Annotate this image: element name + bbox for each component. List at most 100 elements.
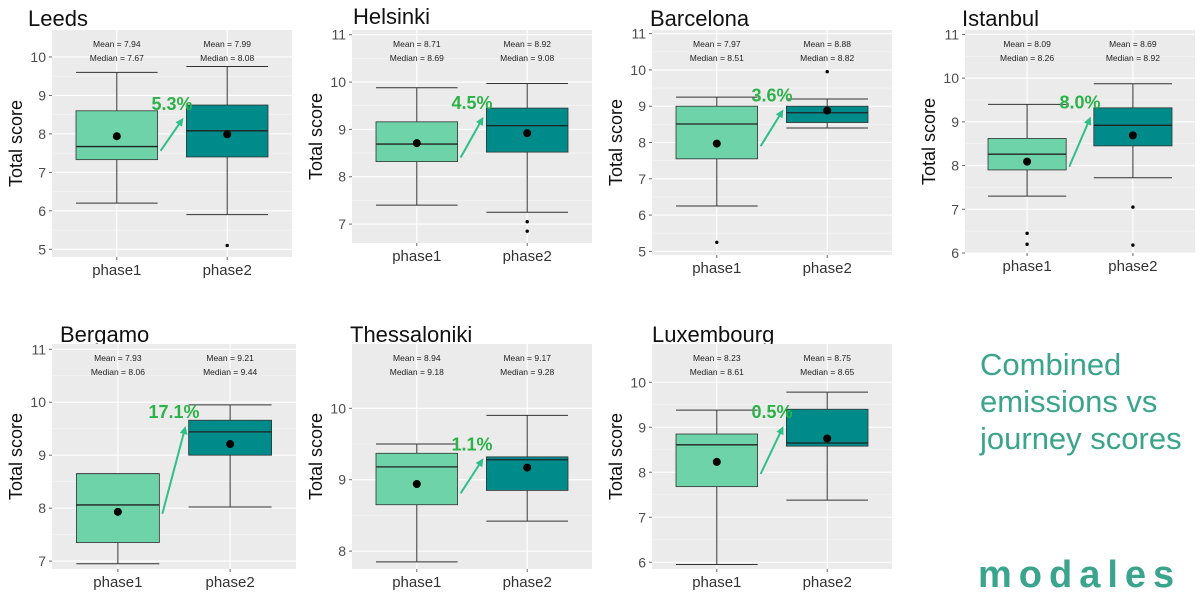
mean-annotation: Mean = 9.17 bbox=[503, 353, 551, 363]
x-tick-label: phase2 bbox=[1108, 258, 1157, 275]
x-tick-label: phase1 bbox=[692, 574, 741, 591]
median-annotation: Median = 8.61 bbox=[690, 367, 744, 377]
mean-point bbox=[523, 129, 532, 138]
box-plot: 7 8 9 10 11 Total score phase1 phase2 Mean = 8.7… bbox=[306, 27, 592, 265]
box-phase2 bbox=[485, 456, 569, 491]
box-plot: 6 7 8 9 10 11 Total score phase1 phase2 Mean = 8.… bbox=[919, 26, 1195, 275]
mean-annotation: Mean = 7.97 bbox=[693, 39, 741, 49]
median-annotation: Median = 8.65 bbox=[800, 367, 854, 377]
chart-panel-barcelona: Barcelona 5 6 7 8 9 10 11 Total score phase1 phase… bbox=[606, 6, 900, 277]
x-tick-label: phase2 bbox=[203, 262, 252, 279]
box-plot: 7 8 9 10 11 Total score phase1 phase2 Mean = 7.9… bbox=[6, 341, 296, 591]
y-tick-label: 7 bbox=[638, 171, 646, 187]
chart-title: Helsinki bbox=[353, 4, 431, 29]
y-axis-label: Total score bbox=[919, 98, 939, 185]
outlier-point bbox=[225, 243, 229, 248]
change-arrowhead bbox=[476, 116, 484, 126]
change-arrowhead bbox=[776, 426, 784, 436]
mean-annotation: Mean = 8.71 bbox=[393, 39, 441, 49]
mean-point bbox=[412, 480, 421, 488]
x-tick-label: phase1 bbox=[92, 262, 141, 279]
change-percent-label: 1.1% bbox=[451, 434, 492, 454]
median-annotation: Median = 9.18 bbox=[390, 367, 444, 377]
outlier-point bbox=[525, 229, 529, 233]
chart-panel-bergamo: Bergamo 7 8 9 10 11 Total score phase1 phase2 Mea… bbox=[6, 322, 300, 592]
outlier-point bbox=[1025, 242, 1029, 246]
chart-panel-leeds: Leeds 5 6 7 8 9 10 Total score phase1 phase2 Mean … bbox=[6, 6, 298, 279]
median-annotation: Median = 7.67 bbox=[90, 53, 144, 63]
chart-title: Leeds bbox=[28, 6, 88, 31]
y-tick-label: 11 bbox=[631, 26, 646, 42]
change-arrow bbox=[759, 429, 783, 475]
chart-title: Istanbul bbox=[962, 6, 1040, 31]
headline-text: Combined emissions vs journey scores bbox=[980, 347, 1182, 456]
y-tick-label: 11 bbox=[944, 26, 959, 42]
mean-point bbox=[412, 139, 421, 148]
x-tick-label: phase1 bbox=[692, 260, 741, 277]
change-arrowhead bbox=[475, 458, 484, 468]
x-tick-label: phase1 bbox=[93, 574, 142, 591]
mean-point bbox=[823, 434, 832, 443]
y-tick-label: 8 bbox=[638, 135, 646, 151]
mean-annotation: Mean = 8.69 bbox=[1109, 39, 1157, 49]
x-tick-label: phase2 bbox=[503, 574, 552, 591]
median-annotation: Median = 9.28 bbox=[500, 367, 554, 377]
mean-annotation: Mean = 8.94 bbox=[393, 353, 441, 363]
y-tick-label: 6 bbox=[38, 203, 46, 219]
median-annotation: Median = 8.92 bbox=[1106, 53, 1160, 63]
y-tick-label: 10 bbox=[630, 62, 646, 78]
mean-annotation: Mean = 9.21 bbox=[206, 353, 254, 363]
chart-panel-luxembourg: Luxembourg 6 7 8 9 10 Total score phase1 phase2 M… bbox=[606, 322, 902, 592]
median-annotation: Median = 8.08 bbox=[200, 53, 254, 63]
y-tick-label: 9 bbox=[638, 419, 646, 435]
y-tick-label: 5 bbox=[38, 241, 46, 257]
y-tick-label: 10 bbox=[30, 49, 46, 65]
change-percent-label: 0.5% bbox=[751, 402, 792, 422]
y-tick-label: 7 bbox=[38, 553, 46, 569]
y-tick-label: 8 bbox=[338, 543, 346, 559]
chart-title: Barcelona bbox=[650, 6, 750, 31]
mean-annotation: Mean = 8.23 bbox=[693, 353, 741, 363]
y-tick-label: 10 bbox=[630, 374, 646, 390]
outlier-point bbox=[1131, 243, 1135, 247]
change-arrow bbox=[459, 119, 483, 159]
x-tick-label: phase2 bbox=[803, 574, 852, 591]
mean-point bbox=[712, 457, 721, 466]
y-tick-label: 6 bbox=[638, 207, 646, 223]
mean-point bbox=[223, 130, 232, 139]
y-tick-label: 6 bbox=[951, 245, 959, 261]
change-arrow bbox=[161, 429, 186, 514]
mean-point bbox=[712, 139, 721, 148]
y-tick-label: 8 bbox=[38, 500, 46, 516]
x-tick-label: phase1 bbox=[1002, 258, 1051, 275]
y-tick-label: 5 bbox=[638, 243, 646, 259]
x-tick-label: phase2 bbox=[206, 574, 255, 591]
mean-annotation: Mean = 8.09 bbox=[1003, 39, 1051, 49]
mean-annotation: Mean = 8.75 bbox=[803, 353, 851, 363]
change-arrow bbox=[459, 461, 483, 494]
change-arrow bbox=[159, 120, 182, 152]
chart-panel-istanbul: Istanbul 6 7 8 9 10 11 Total score phase1 phase2 M… bbox=[912, 6, 1202, 276]
y-tick-label: 9 bbox=[38, 87, 46, 103]
y-tick-label: 7 bbox=[638, 509, 646, 525]
mean-annotation: Mean = 8.92 bbox=[503, 39, 551, 49]
chart-title: Thessaloniki bbox=[350, 322, 473, 347]
y-tick-label: 8 bbox=[338, 169, 346, 185]
y-tick-label: 9 bbox=[951, 114, 959, 130]
y-axis-label: Total score bbox=[6, 100, 26, 187]
box-plot: 6 7 8 9 10 Total score phase1 phase2 Mean = 8.23… bbox=[606, 344, 892, 591]
y-tick-label: 8 bbox=[38, 126, 46, 142]
y-axis-label: Total score bbox=[606, 99, 626, 186]
y-tick-label: 7 bbox=[38, 164, 46, 180]
box-plot: 5 6 7 8 9 10 Total score phase1 phase2 Mean = 7.9… bbox=[6, 30, 292, 279]
chart-panel-helsinki: Helsinki 7 8 9 10 11 Total score phase1 phase2 Me… bbox=[306, 4, 598, 274]
y-tick-label: 9 bbox=[338, 472, 346, 488]
change-arrowhead bbox=[175, 117, 184, 127]
y-axis-label: Total score bbox=[606, 413, 626, 500]
change-percent-label: 8.0% bbox=[1059, 93, 1100, 113]
mean-point bbox=[112, 132, 121, 141]
x-tick-label: phase1 bbox=[392, 248, 441, 265]
change-arrow bbox=[759, 112, 783, 147]
outlier-point bbox=[825, 70, 829, 74]
change-arrow bbox=[1068, 119, 1091, 168]
